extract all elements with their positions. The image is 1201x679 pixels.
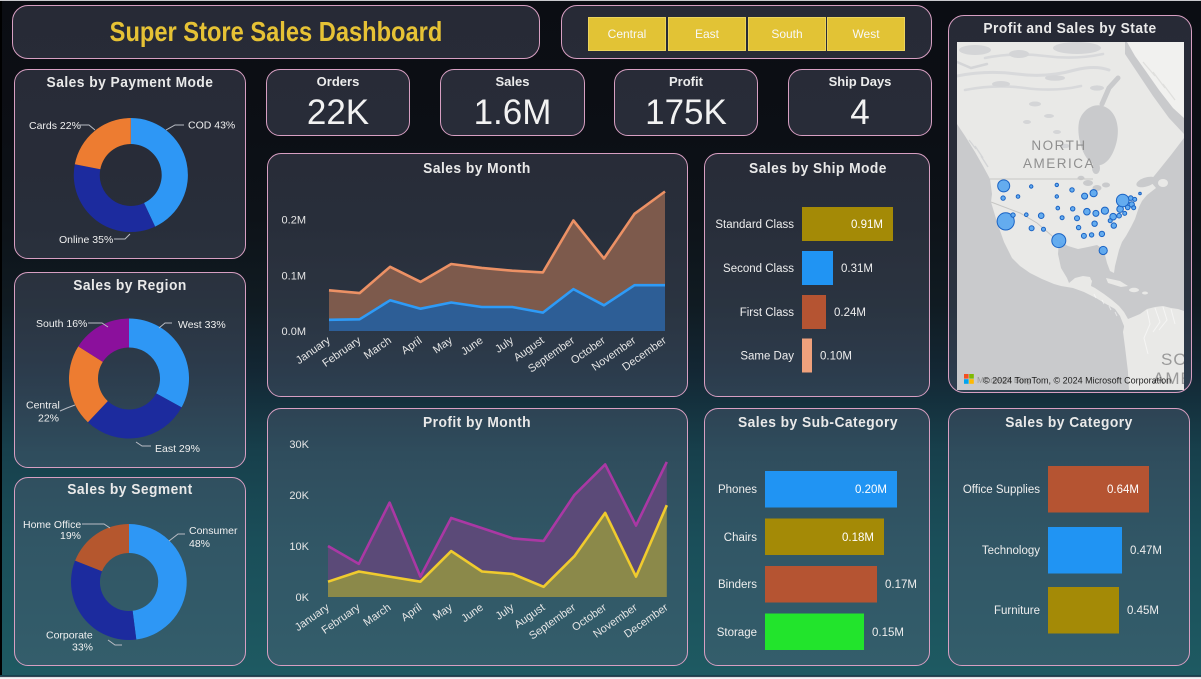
svg-text:Furniture: Furniture — [994, 605, 1040, 617]
svg-text:© 2024 TomTom, © 2024 Microsof: © 2024 TomTom, © 2024 Microsoft Corporat… — [983, 376, 1171, 386]
svg-text:48%: 48% — [189, 538, 210, 550]
svg-text:NORTH: NORTH — [1031, 138, 1086, 153]
svg-text:COD 43%: COD 43% — [188, 119, 235, 131]
svg-text:Corporate: Corporate — [46, 629, 93, 641]
svg-text:0.2M: 0.2M — [282, 214, 306, 226]
svg-text:March: March — [361, 602, 393, 629]
svg-text:Central: Central — [26, 399, 60, 411]
svg-text:0.10M: 0.10M — [820, 351, 852, 363]
svg-text:0K: 0K — [296, 592, 310, 604]
svg-text:0.24M: 0.24M — [834, 307, 866, 319]
svg-text:South 16%: South 16% — [36, 318, 87, 330]
svg-text:0.64M: 0.64M — [1107, 484, 1139, 496]
svg-text:Technology: Technology — [982, 545, 1040, 557]
svg-text:Second Class: Second Class — [723, 263, 794, 275]
svg-text:19%: 19% — [60, 530, 81, 542]
svg-text:Binders: Binders — [718, 579, 757, 591]
svg-text:Consumer: Consumer — [189, 525, 238, 537]
svg-text:Microsoft Bing: Microsoft Bing — [977, 375, 1031, 385]
svg-text:AME: AME — [1153, 369, 1184, 388]
svg-text:Online 35%: Online 35% — [59, 234, 113, 246]
svg-text:33%: 33% — [72, 642, 93, 654]
svg-text:May: May — [431, 601, 455, 623]
svg-text:April: April — [399, 335, 424, 357]
svg-text:June: June — [459, 602, 485, 626]
svg-text:Cards 22%: Cards 22% — [29, 120, 81, 132]
svg-text:Storage: Storage — [717, 627, 757, 639]
svg-text:March: March — [362, 335, 394, 362]
svg-text:Same Day: Same Day — [740, 351, 794, 363]
svg-text:0.91M: 0.91M — [851, 219, 883, 231]
svg-text:10K: 10K — [289, 541, 309, 553]
svg-text:Standard Class: Standard Class — [715, 219, 794, 231]
svg-text:30K: 30K — [289, 439, 309, 451]
svg-text:Phones: Phones — [718, 484, 757, 496]
svg-text:0.17M: 0.17M — [885, 579, 917, 591]
svg-text:June: June — [459, 335, 485, 359]
svg-text:0.47M: 0.47M — [1130, 545, 1162, 557]
svg-text:0.20M: 0.20M — [855, 484, 887, 496]
svg-text:20K: 20K — [289, 490, 309, 502]
svg-text:0.18M: 0.18M — [842, 532, 874, 544]
svg-text:First Class: First Class — [740, 307, 795, 319]
svg-text:22%: 22% — [38, 413, 59, 425]
svg-text:0.0M: 0.0M — [282, 326, 306, 338]
svg-text:0.45M: 0.45M — [1127, 605, 1159, 617]
svg-text:East 29%: East 29% — [155, 443, 200, 455]
svg-text:0.1M: 0.1M — [282, 271, 306, 283]
svg-text:April: April — [399, 602, 424, 624]
svg-text:Home Office: Home Office — [23, 519, 81, 531]
svg-text:Office Supplies: Office Supplies — [963, 484, 1040, 496]
svg-text:0.31M: 0.31M — [841, 263, 873, 275]
svg-text:May: May — [431, 334, 455, 356]
svg-text:Chairs: Chairs — [724, 532, 757, 544]
svg-text:0.15M: 0.15M — [872, 627, 904, 639]
svg-text:West 33%: West 33% — [178, 319, 226, 331]
svg-text:SO: SO — [1161, 350, 1184, 369]
svg-text:AMERICA: AMERICA — [1023, 156, 1095, 171]
